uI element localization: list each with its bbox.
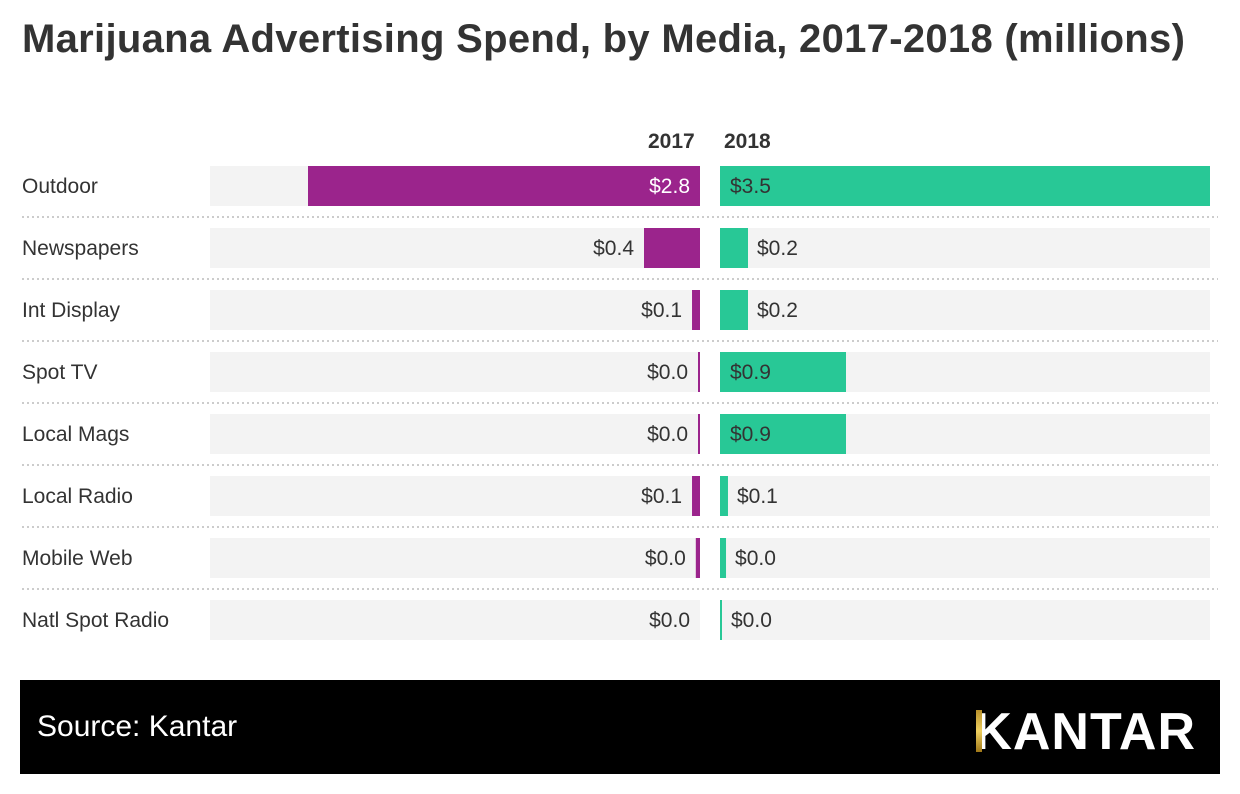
track-2017 [210,476,700,516]
track-2017 [210,600,700,640]
chart-title: Marijuana Advertising Spend, by Media, 2… [22,17,1186,61]
value-label-2017: $0.4 [593,237,634,260]
value-label-2018: $0.0 [731,609,772,632]
track-2018 [720,476,1210,516]
track-2018 [720,600,1210,640]
bar-2018 [720,538,727,578]
value-label-2018: $0.0 [735,547,776,570]
legend-2017: 2017 [648,130,695,153]
bar-2017 [692,476,700,516]
value-label-2018: $0.2 [757,237,798,260]
bar-2018 [720,290,748,330]
track-2017 [210,352,700,392]
bar-2017 [644,228,700,268]
value-label-2017: $0.1 [641,485,682,508]
value-label-2017: $2.8 [649,175,690,198]
value-label-2018: $0.9 [730,423,771,446]
value-label-2018: $0.1 [737,485,778,508]
value-label-2018: $0.2 [757,299,798,322]
bar-2017 [308,166,700,206]
category-label: Mobile Web [22,547,133,570]
value-label-2017: $0.0 [647,423,688,446]
track-2018 [720,538,1210,578]
bar-2017 [698,414,700,454]
value-label-2017: $0.0 [645,547,686,570]
bar-2018 [720,600,722,640]
category-label: Spot TV [22,361,98,384]
track-2018 [720,290,1210,330]
bar-2017 [695,538,700,578]
value-label-2017: $0.1 [641,299,682,322]
value-label-2017: $0.0 [649,609,690,632]
bar-2017 [692,290,700,330]
legend-2018: 2018 [724,130,771,153]
category-label: Newspapers [22,237,139,260]
category-label: Int Display [22,299,121,322]
track-2017 [210,414,700,454]
track-2018 [720,228,1210,268]
category-label: Natl Spot Radio [22,609,169,632]
category-label: Outdoor [22,175,98,198]
source-text: Source: Kantar [37,710,238,743]
bar-chart: Outdoor $2.8 $3.5 Newspapers $0.4 $0.2 Int Dis… [22,166,1218,640]
track-2017 [210,538,700,578]
value-label-2017: $0.0 [647,361,688,384]
kantar-logo: KANTAR [974,703,1196,761]
value-label-2018: $0.9 [730,361,771,384]
bar-2018 [720,476,728,516]
track-2017 [210,290,700,330]
value-label-2018: $3.5 [730,175,771,198]
category-label: Local Mags [22,423,129,446]
footer: Source: Kantar KANTAR [20,680,1220,774]
bar-2018 [720,352,846,392]
bar-2018 [720,414,846,454]
bar-2018 [720,166,1210,206]
bar-2017 [698,352,700,392]
track-2017 [210,228,700,268]
bar-2018 [720,228,748,268]
category-label: Local Radio [22,485,133,508]
